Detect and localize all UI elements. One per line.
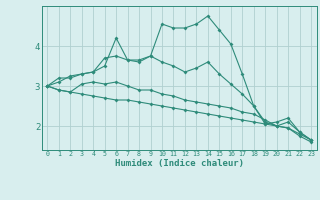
X-axis label: Humidex (Indice chaleur): Humidex (Indice chaleur) — [115, 159, 244, 168]
